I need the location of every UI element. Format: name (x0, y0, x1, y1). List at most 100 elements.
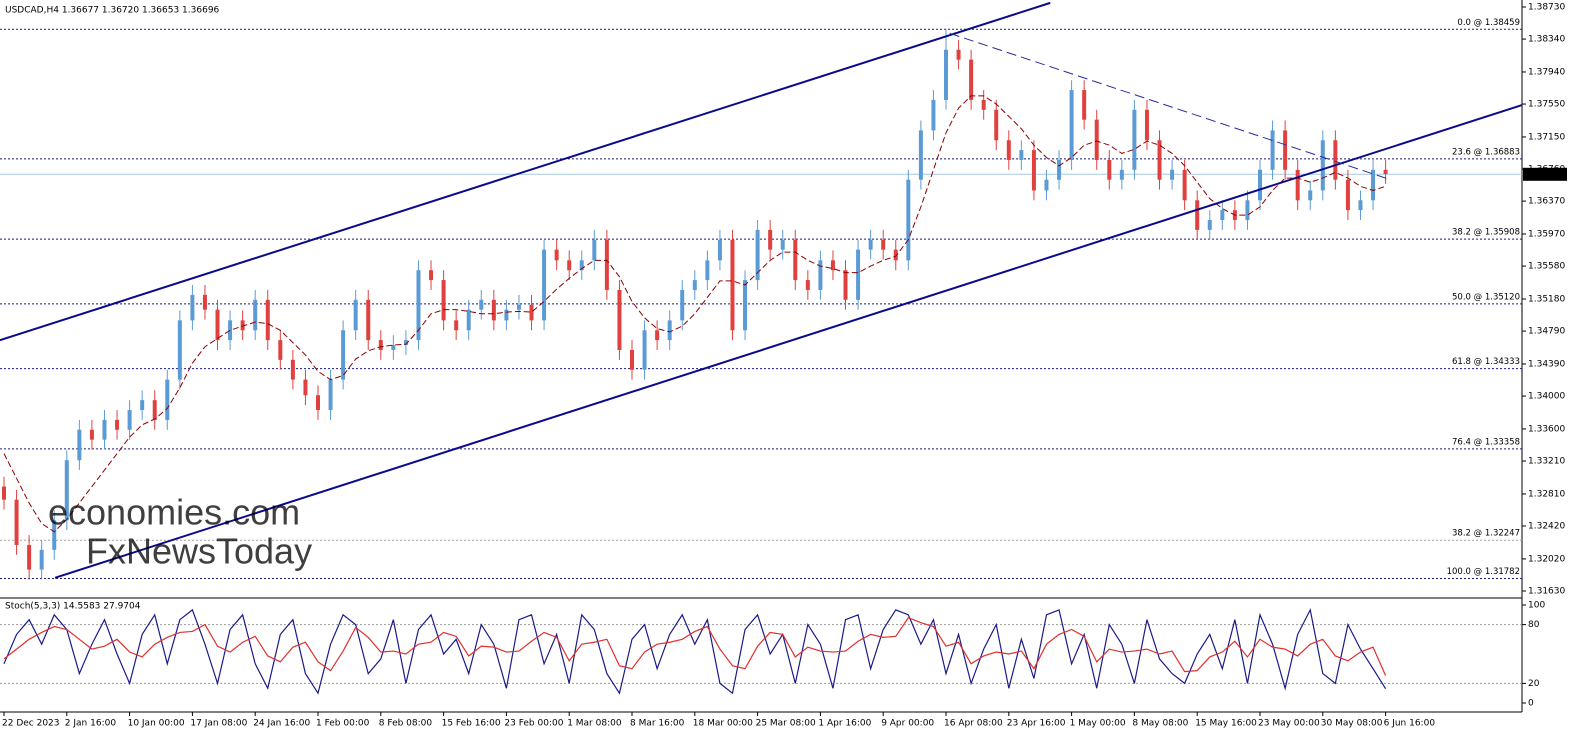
candle-body (1358, 200, 1363, 211)
candle-body (969, 59, 974, 100)
candle-body (931, 99, 936, 131)
trendline (949, 32, 1391, 181)
candle-body (89, 429, 94, 440)
candle-body (868, 239, 873, 250)
fib-label: 38.2 @ 1.35908 (1452, 228, 1520, 238)
candle-body (755, 229, 760, 281)
y-tick-label: 1.32020 (1528, 554, 1565, 564)
y-tick-label: 1.34790 (1528, 327, 1565, 337)
candle-body (1107, 159, 1112, 180)
y-tick-label: 100 (1528, 601, 1545, 611)
candle-body (491, 299, 496, 321)
candle-body (516, 304, 521, 310)
candle-body (906, 179, 911, 261)
candle-body (994, 109, 999, 141)
candle-body (805, 280, 810, 290)
candle-body (1220, 210, 1225, 221)
x-tick-label: 18 Mar 00:00 (693, 719, 753, 729)
candle-body (2, 486, 6, 500)
candle-body (14, 499, 19, 545)
candle-body (1345, 179, 1350, 211)
price-tag (1523, 167, 1567, 181)
y-tick-label: 1.38730 (1528, 2, 1565, 12)
candle-body (353, 299, 358, 331)
y-tick-label: 1.35580 (1528, 262, 1565, 272)
fib-label: 38.2 @ 1.32247 (1452, 529, 1520, 539)
candle-body (830, 260, 835, 271)
candle-body (1057, 159, 1062, 180)
candle-body (190, 294, 195, 321)
candle-body (152, 400, 157, 420)
candle-body (140, 400, 145, 411)
candle-body (881, 239, 886, 250)
candle-body (228, 320, 233, 341)
candle-body (1006, 140, 1011, 160)
candle-body (579, 260, 584, 271)
y-tick-label: 0 (1528, 699, 1534, 709)
candle-body (667, 320, 672, 341)
candle-body (655, 330, 660, 341)
candle-body (1170, 169, 1175, 180)
candle-body (479, 299, 484, 310)
candle-body (818, 260, 823, 290)
candle-body (240, 320, 245, 331)
candle-body (1144, 109, 1149, 141)
y-tick-label: 1.34390 (1528, 359, 1565, 369)
x-tick-label: 25 Mar 08:00 (756, 719, 816, 729)
candle-body (692, 280, 697, 290)
candle-body (290, 359, 295, 380)
fib-label: 23.6 @ 1.36883 (1452, 147, 1520, 157)
candle-body (529, 304, 534, 321)
candle-body (253, 299, 258, 331)
candle-body (215, 309, 220, 341)
candle-body (429, 270, 434, 281)
candle-body (717, 239, 722, 261)
x-tick-label: 22 Dec 2023 (2, 719, 60, 729)
fib-label: 100.0 @ 1.31782 (1447, 567, 1520, 577)
candle-body (680, 289, 685, 321)
candle-body (944, 49, 948, 100)
candle-body (366, 299, 371, 341)
candle-body (1182, 169, 1187, 201)
y-tick-label: 1.36370 (1528, 197, 1565, 207)
candle-body (1333, 140, 1338, 180)
x-tick-label: 30 May 08:00 (1321, 719, 1383, 729)
candle-body (39, 549, 44, 570)
x-tick-label: 24 Jan 16:00 (253, 719, 310, 729)
candle-body (1245, 200, 1250, 221)
candle-body (378, 340, 383, 350)
chart-title: USDCAD,H4 1.36677 1.36720 1.36653 1.3669… (5, 6, 220, 16)
candle-body (1195, 200, 1200, 230)
candle-body (77, 429, 82, 461)
y-tick-label: 1.31630 (1528, 586, 1565, 596)
y-tick-label: 1.35970 (1528, 230, 1565, 240)
candle-body (102, 419, 107, 440)
indicator-title: Stoch(5,3,3) 14.5583 27.9704 (5, 602, 141, 612)
candle-body (1157, 140, 1162, 180)
x-tick-label: 8 Feb 08:00 (379, 719, 433, 729)
watermark-text: FxNewsToday (86, 531, 312, 572)
x-tick-label: 15 Feb 16:00 (442, 719, 501, 729)
x-tick-label: 8 Mar 16:00 (630, 719, 685, 729)
candle-body (705, 260, 710, 281)
candle-body (1320, 140, 1325, 191)
candle-body (956, 49, 961, 60)
candle-body (780, 239, 785, 250)
x-tick-label: 23 May 00:00 (1258, 719, 1320, 729)
candle-body (391, 345, 396, 350)
candle-body (617, 289, 622, 350)
candle-body (592, 239, 597, 261)
candle-body (730, 239, 735, 331)
candle-body (441, 280, 446, 321)
fib-label: 50.0 @ 1.35120 (1452, 292, 1520, 302)
candle-body (554, 249, 559, 261)
candle-body (856, 249, 861, 300)
candle-body (115, 419, 120, 430)
candle-body (1069, 90, 1074, 160)
fib-label: 76.4 @ 1.33358 (1452, 437, 1520, 447)
x-tick-label: 23 Apr 16:00 (1007, 719, 1066, 729)
candle-body (165, 379, 170, 420)
candle-body (893, 249, 898, 261)
